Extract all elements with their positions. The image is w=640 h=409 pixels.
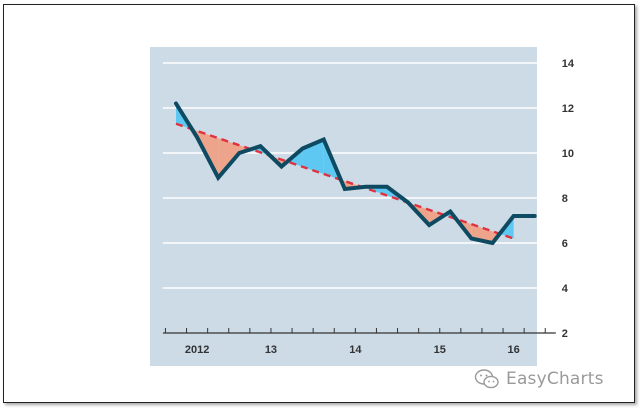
data-point-5 <box>279 164 284 169</box>
data-point-6 <box>301 146 305 151</box>
data-point-1 <box>195 135 199 139</box>
data-point-15 <box>490 241 495 245</box>
y-tick-label-14: 14 <box>562 58 575 70</box>
y-tick-label-12: 12 <box>562 103 574 115</box>
data-point-11 <box>406 200 410 205</box>
x-tick-label-14: 14 <box>349 344 362 356</box>
data-point-9 <box>364 185 368 189</box>
data-point-3 <box>237 151 241 155</box>
data-point-17 <box>533 214 537 218</box>
actual-series-line <box>174 101 537 246</box>
y-tick-label-2: 2 <box>562 328 568 340</box>
data-point-10 <box>385 185 389 189</box>
x-tick-label-13: 13 <box>265 344 277 356</box>
y-axis: 2 4 6 8 10 12 14 <box>562 58 575 340</box>
y-tick-label-10: 10 <box>562 148 574 160</box>
x-tick-label-16: 16 <box>507 344 519 356</box>
y-tick-label-4: 4 <box>562 283 569 295</box>
y-tick-label-6: 6 <box>562 238 568 250</box>
x-axis: 2012 13 14 15 16 <box>162 328 556 356</box>
deviation-fill-2 <box>218 138 240 178</box>
data-point-0 <box>174 101 178 106</box>
data-point-12 <box>427 223 431 227</box>
watermark-text: EasyCharts <box>506 369 604 389</box>
data-point-8 <box>343 187 347 191</box>
actual-series-group <box>174 101 537 246</box>
data-point-13 <box>448 209 452 214</box>
plot-background <box>150 47 537 366</box>
data-point-4 <box>258 144 262 148</box>
data-point-7 <box>322 137 326 142</box>
data-point-16 <box>511 214 516 218</box>
wechat-icon <box>474 369 499 389</box>
watermark: EasyCharts <box>474 368 604 390</box>
x-tick-label-15: 15 <box>434 344 446 356</box>
x-tick-label-2012: 2012 <box>185 344 209 356</box>
data-point-2 <box>216 176 220 180</box>
y-tick-label-8: 8 <box>562 193 568 205</box>
data-point-14 <box>469 236 473 241</box>
